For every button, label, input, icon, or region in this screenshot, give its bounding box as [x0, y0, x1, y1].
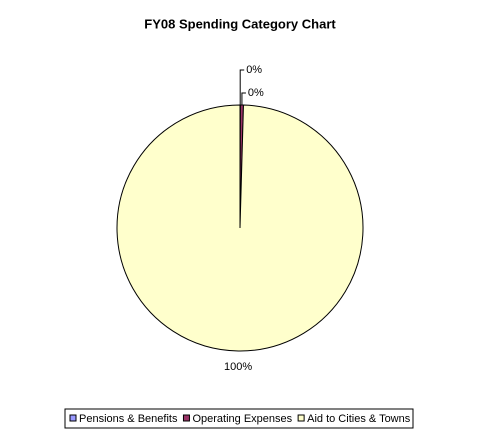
- legend-label: Operating Expenses: [192, 413, 292, 425]
- pie-slice: [116, 104, 364, 352]
- legend-label: Pensions & Benefits: [79, 413, 178, 425]
- legend-swatch: [182, 414, 190, 422]
- leader-line: [241, 92, 246, 106]
- leader-line: [239, 69, 245, 106]
- legend-box: [64, 408, 414, 429]
- legend-swatch: [69, 414, 77, 422]
- data-label: 100%: [224, 361, 252, 373]
- data-label: 0%: [248, 87, 264, 99]
- chart-title: FY08 Spending Category Chart: [144, 16, 336, 31]
- legend-label: Aid to Cities & Towns: [307, 413, 411, 425]
- legend-swatch: [297, 414, 305, 422]
- data-label: 0%: [246, 64, 262, 76]
